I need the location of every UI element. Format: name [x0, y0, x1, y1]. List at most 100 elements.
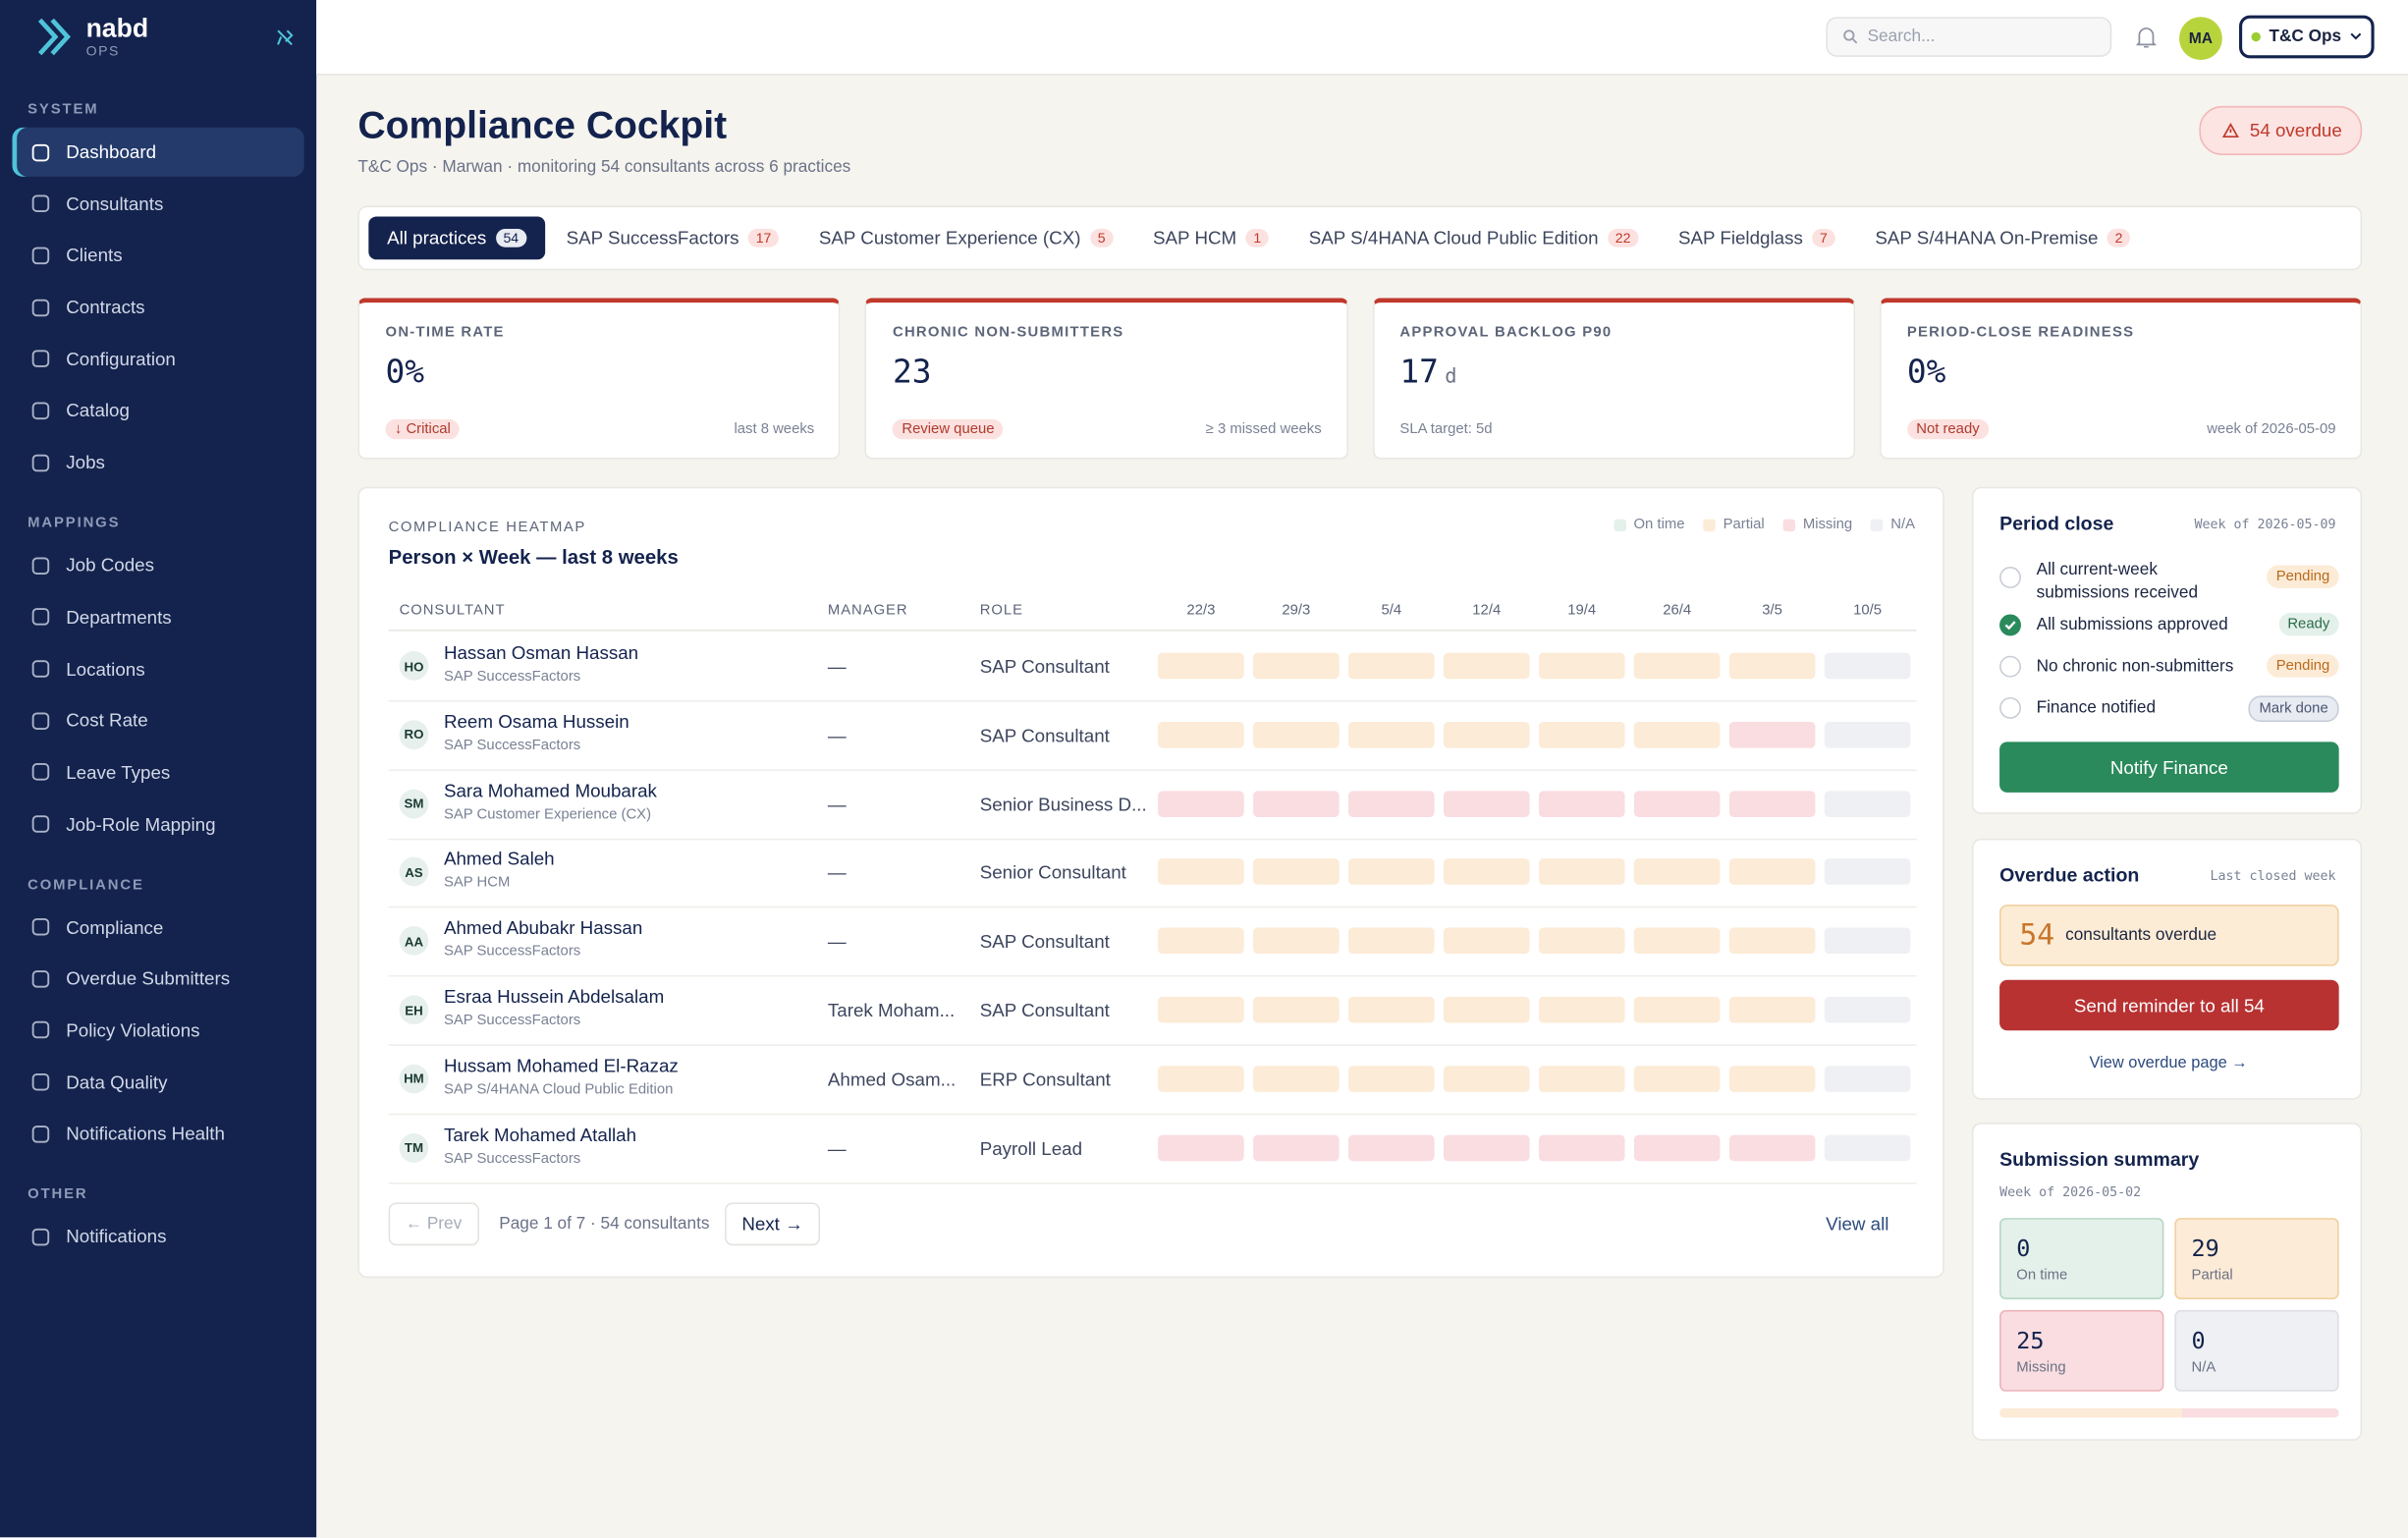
- search-box[interactable]: Search...: [1826, 17, 2112, 57]
- heatmap-cell[interactable]: [1538, 927, 1625, 955]
- heatmap-cell[interactable]: [1348, 858, 1435, 886]
- heatmap-cell[interactable]: [1443, 927, 1530, 955]
- heatmap-cell[interactable]: [1158, 858, 1244, 886]
- heatmap-cell[interactable]: [1253, 996, 1340, 1023]
- pin-icon[interactable]: [275, 27, 295, 47]
- nav-item[interactable]: Job-Role Mapping: [13, 799, 304, 849]
- heatmap-cell[interactable]: [1443, 652, 1530, 680]
- table-row[interactable]: HO Hassan Osman Hassan SAP SuccessFactors —…: [388, 632, 1917, 702]
- heatmap-cell[interactable]: [1443, 996, 1530, 1023]
- heatmap-cell[interactable]: [1538, 858, 1625, 886]
- heatmap-cell[interactable]: [1824, 721, 1911, 748]
- heatmap-cell[interactable]: [1824, 1065, 1911, 1092]
- heatmap-cell[interactable]: [1728, 1134, 1816, 1161]
- practice-tab[interactable]: SAP SuccessFactors 17: [548, 216, 797, 259]
- heatmap-cell[interactable]: [1443, 721, 1530, 748]
- heatmap-cell[interactable]: [1728, 858, 1816, 886]
- heatmap-cell[interactable]: [1253, 790, 1340, 817]
- heatmap-cell[interactable]: [1633, 721, 1721, 748]
- heatmap-cell[interactable]: [1633, 790, 1721, 817]
- heatmap-cell[interactable]: [1538, 1134, 1625, 1161]
- nav-item[interactable]: Notifications: [13, 1212, 304, 1261]
- heatmap-cell[interactable]: [1253, 1134, 1340, 1161]
- heatmap-cell[interactable]: [1538, 652, 1625, 680]
- view-all-link[interactable]: View all: [1826, 1213, 1889, 1236]
- bell-icon[interactable]: [2136, 27, 2157, 49]
- table-row[interactable]: AS Ahmed Saleh SAP HCM — Senior Consultant: [388, 838, 1917, 908]
- heatmap-cell[interactable]: [1158, 652, 1244, 680]
- heatmap-cell[interactable]: [1253, 652, 1340, 680]
- nav-item[interactable]: Catalog: [13, 386, 304, 435]
- practice-tab[interactable]: SAP S/4HANA On-Premise 2: [1857, 216, 2149, 259]
- heatmap-cell[interactable]: [1158, 927, 1244, 955]
- heatmap-cell[interactable]: [1633, 652, 1721, 680]
- heatmap-cell[interactable]: [1633, 858, 1721, 886]
- checkbox[interactable]: [1999, 655, 2021, 678]
- workspace-switcher[interactable]: T&C Ops: [2239, 15, 2375, 59]
- nav-item[interactable]: Jobs: [13, 438, 304, 487]
- heatmap-cell[interactable]: [1538, 996, 1625, 1023]
- checkbox[interactable]: [1999, 614, 2021, 636]
- heatmap-cell[interactable]: [1824, 652, 1911, 680]
- checkbox[interactable]: [1999, 567, 2021, 588]
- practice-tab[interactable]: SAP Customer Experience (CX) 5: [800, 216, 1131, 259]
- heatmap-cell[interactable]: [1633, 927, 1721, 955]
- heatmap-cell[interactable]: [1728, 652, 1816, 680]
- nav-item[interactable]: Leave Types: [13, 747, 304, 796]
- heatmap-cell[interactable]: [1348, 721, 1435, 748]
- heatmap-cell[interactable]: [1824, 790, 1911, 817]
- nav-item[interactable]: Overdue Submitters: [13, 955, 304, 1004]
- heatmap-cell[interactable]: [1348, 790, 1435, 817]
- heatmap-cell[interactable]: [1158, 996, 1244, 1023]
- checklist-status[interactable]: Mark done: [2248, 695, 2339, 722]
- heatmap-cell[interactable]: [1158, 1134, 1244, 1161]
- heatmap-cell[interactable]: [1728, 790, 1816, 817]
- heatmap-cell[interactable]: [1158, 721, 1244, 748]
- heatmap-cell[interactable]: [1824, 996, 1911, 1023]
- heatmap-cell[interactable]: [1348, 996, 1435, 1023]
- heatmap-cell[interactable]: [1253, 721, 1340, 748]
- heatmap-cell[interactable]: [1538, 1065, 1625, 1092]
- heatmap-cell[interactable]: [1253, 927, 1340, 955]
- heatmap-cell[interactable]: [1158, 1065, 1244, 1092]
- nav-item[interactable]: Job Codes: [13, 541, 304, 590]
- nav-item[interactable]: Departments: [13, 592, 304, 641]
- heatmap-cell[interactable]: [1728, 996, 1816, 1023]
- nav-item[interactable]: Consultants: [13, 179, 304, 228]
- heatmap-cell[interactable]: [1728, 721, 1816, 748]
- overdue-link[interactable]: View overdue page →: [2089, 1053, 2248, 1072]
- heatmap-cell[interactable]: [1443, 1134, 1530, 1161]
- nav-item[interactable]: Notifications Health: [13, 1110, 304, 1159]
- heatmap-cell[interactable]: [1443, 1065, 1530, 1092]
- heatmap-cell[interactable]: [1348, 652, 1435, 680]
- nav-item[interactable]: Locations: [13, 644, 304, 693]
- nav-item[interactable]: Policy Violations: [13, 1006, 304, 1055]
- heatmap-cell[interactable]: [1728, 927, 1816, 955]
- practice-tab[interactable]: SAP S/4HANA Cloud Public Edition 22: [1290, 216, 1657, 259]
- send-reminder-button[interactable]: Send reminder to all 54: [1999, 979, 2339, 1031]
- nav-item[interactable]: Configuration: [13, 335, 304, 384]
- table-row[interactable]: HM Hussam Mohamed El-Razaz SAP S/4HANA Clo…: [388, 1044, 1917, 1116]
- heatmap-cell[interactable]: [1158, 790, 1244, 817]
- nav-item[interactable]: Contracts: [13, 283, 304, 332]
- practice-tab[interactable]: SAP Fieldglass 7: [1660, 216, 1853, 259]
- practice-tab[interactable]: All practices 54: [368, 216, 545, 260]
- heatmap-cell[interactable]: [1633, 1065, 1721, 1092]
- practice-tab[interactable]: SAP HCM 1: [1134, 216, 1287, 259]
- heatmap-cell[interactable]: [1253, 858, 1340, 886]
- heatmap-cell[interactable]: [1348, 927, 1435, 955]
- nav-item[interactable]: Compliance: [13, 903, 304, 952]
- table-row[interactable]: RO Reem Osama Hussein SAP SuccessFactors — S…: [388, 700, 1917, 771]
- nav-item[interactable]: Data Quality: [13, 1058, 304, 1107]
- heatmap-cell[interactable]: [1633, 1134, 1721, 1161]
- heatmap-cell[interactable]: [1824, 927, 1911, 955]
- notify-finance-button[interactable]: Notify Finance: [1999, 742, 2339, 793]
- table-row[interactable]: EH Esraa Hussein Abdelsalam SAP SuccessFac…: [388, 975, 1917, 1046]
- table-row[interactable]: AA Ahmed Abubakr Hassan SAP SuccessFactors…: [388, 906, 1917, 977]
- avatar[interactable]: MA: [2179, 17, 2222, 60]
- table-row[interactable]: SM Sara Mohamed Moubarak SAP Customer Expe…: [388, 769, 1917, 840]
- heatmap-cell[interactable]: [1824, 1134, 1911, 1161]
- table-row[interactable]: TM Tarek Mohamed Atallah SAP SuccessFactor…: [388, 1113, 1917, 1184]
- heatmap-cell[interactable]: [1253, 1065, 1340, 1092]
- heatmap-cell[interactable]: [1348, 1134, 1435, 1161]
